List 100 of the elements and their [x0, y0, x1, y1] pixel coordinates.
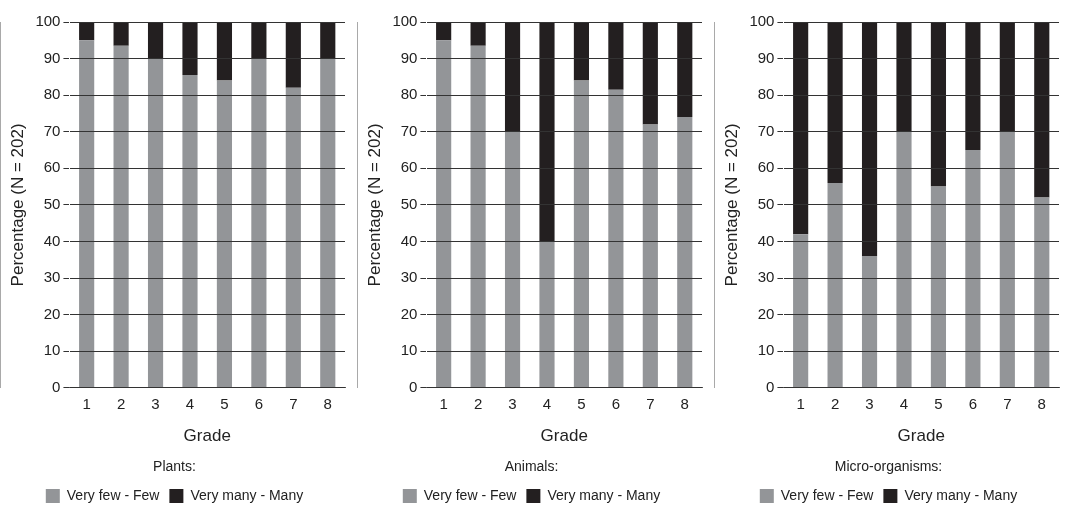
legend-title: Micro-organisms: — [834, 458, 943, 475]
bar — [861, 256, 878, 388]
y-tick-label: 10 — [43, 341, 61, 359]
y-tick-label: 80 — [400, 85, 418, 103]
x-tick-label: 7 — [646, 394, 655, 412]
bar — [320, 22, 336, 59]
bar — [642, 124, 658, 388]
y-tick-label: 50 — [43, 195, 61, 213]
bar — [182, 22, 198, 76]
x-tick-label: 2 — [473, 394, 483, 412]
x-tick-label: 4 — [542, 394, 552, 412]
bar — [965, 22, 981, 151]
y-tick-label: 0 — [409, 377, 418, 395]
bar — [793, 234, 809, 388]
bar — [793, 22, 809, 235]
legend-label: Very many - Many — [547, 486, 661, 503]
bar — [79, 40, 95, 388]
bar — [573, 80, 590, 388]
y-tick-label: 10 — [400, 341, 418, 359]
bar — [285, 22, 301, 88]
legend-label: Very few - Few — [66, 486, 161, 503]
y-tick-label: 20 — [43, 304, 61, 322]
y-tick-label: 80 — [757, 85, 775, 103]
bar — [642, 22, 658, 125]
bar — [1034, 22, 1050, 198]
x-tick-label: 2 — [830, 394, 840, 412]
x-tick-label: 3 — [151, 394, 160, 412]
bar — [677, 22, 693, 118]
bar — [320, 58, 336, 388]
x-tick-label: 3 — [865, 394, 874, 412]
x-axis-title: Grade — [183, 425, 231, 445]
x-tick-label: 5 — [934, 394, 943, 412]
bar — [896, 131, 912, 388]
y-tick-label: 30 — [43, 268, 61, 286]
x-tick-label: 6 — [254, 394, 264, 412]
bar — [608, 89, 624, 388]
bar — [113, 45, 129, 388]
x-tick-label: 2 — [116, 394, 126, 412]
x-tick-label: 6 — [611, 394, 621, 412]
bar — [147, 22, 164, 59]
bar — [147, 58, 164, 388]
bar — [930, 22, 947, 187]
y-tick-label: 90 — [43, 48, 61, 66]
bar — [436, 22, 452, 41]
bar — [504, 131, 521, 388]
bar — [79, 22, 95, 41]
x-tick-label: 4 — [899, 394, 909, 412]
bar — [965, 150, 981, 388]
legend-title: Plants: — [153, 458, 196, 475]
y-tick-label: 40 — [757, 231, 775, 249]
bar — [896, 22, 912, 132]
bar — [861, 22, 878, 257]
x-axis-title: Grade — [897, 425, 945, 445]
y-tick-label: 70 — [757, 121, 775, 139]
legend-title: Animals: — [504, 458, 559, 475]
y-axis-title: Percentage (N = 202) — [7, 123, 27, 287]
y-tick-label: 30 — [400, 268, 418, 286]
y-tick-label: 100 — [35, 12, 61, 30]
x-tick-label: 8 — [323, 394, 332, 412]
y-tick-label: 90 — [400, 48, 418, 66]
x-tick-label: 6 — [968, 394, 978, 412]
bar — [573, 22, 590, 81]
bar — [436, 40, 452, 388]
bar — [608, 22, 624, 90]
x-axis-title: Grade — [540, 425, 588, 445]
y-tick-label: 70 — [400, 121, 418, 139]
y-tick-label: 50 — [757, 195, 775, 213]
bar — [827, 22, 843, 183]
x-tick-label: 3 — [508, 394, 517, 412]
y-tick-label: 40 — [400, 231, 418, 249]
bar — [216, 22, 233, 81]
x-tick-label: 8 — [680, 394, 689, 412]
x-tick-label: 4 — [185, 394, 195, 412]
y-tick-label: 30 — [757, 268, 775, 286]
bar — [1034, 197, 1050, 388]
legend-label: Very many - Many — [904, 486, 1018, 503]
bar — [999, 22, 1015, 132]
y-tick-label: 60 — [43, 158, 61, 176]
bar — [999, 131, 1015, 388]
bar — [539, 241, 555, 388]
y-axis-title: Percentage (N = 202) — [364, 123, 384, 287]
x-tick-label: 5 — [220, 394, 229, 412]
y-tick-label: 100 — [392, 12, 418, 30]
bar — [251, 58, 267, 388]
bar — [930, 186, 947, 388]
bar — [827, 182, 843, 388]
y-tick-label: 0 — [52, 377, 61, 395]
x-tick-label: 1 — [796, 394, 805, 412]
bar — [216, 80, 233, 388]
y-tick-label: 0 — [766, 377, 775, 395]
bar — [251, 22, 267, 59]
bar — [285, 87, 301, 388]
y-tick-label: 70 — [43, 121, 61, 139]
y-tick-label: 100 — [749, 12, 775, 30]
y-tick-label: 80 — [43, 85, 61, 103]
bar — [182, 75, 198, 388]
legend-label: Very many - Many — [190, 486, 304, 503]
y-tick-label: 60 — [757, 158, 775, 176]
y-tick-label: 20 — [757, 304, 775, 322]
y-tick-label: 50 — [400, 195, 418, 213]
